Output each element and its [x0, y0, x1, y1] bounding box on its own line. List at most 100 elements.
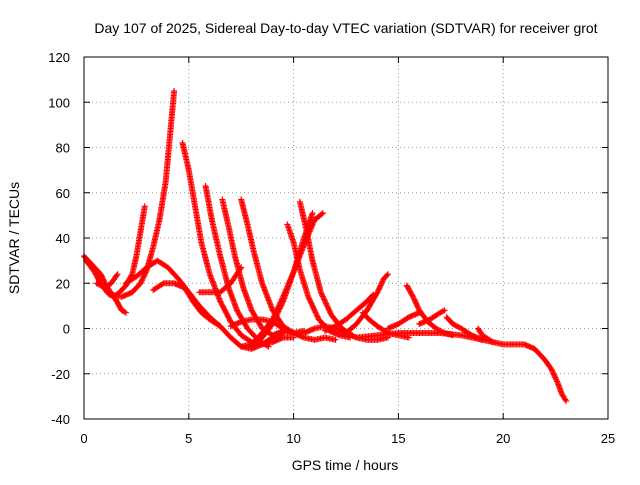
- data-point: [222, 309, 229, 316]
- data-point: [414, 303, 421, 310]
- series-arc-18: [322, 291, 377, 334]
- data-point: [413, 301, 420, 308]
- data-point: [121, 308, 128, 315]
- series-arc-22: [403, 282, 456, 339]
- data-point: [412, 299, 419, 306]
- data-point: [554, 378, 561, 385]
- data-point: [376, 283, 383, 290]
- data-point: [217, 298, 224, 305]
- data-point: [409, 292, 416, 299]
- data-point: [377, 282, 384, 289]
- x-tick-label: 25: [601, 431, 615, 446]
- data-point: [219, 302, 226, 309]
- y-tick-label: 0: [63, 322, 70, 337]
- data-point: [215, 322, 222, 329]
- data-point: [383, 272, 390, 279]
- series-arc-21: [384, 309, 423, 332]
- data-point: [122, 309, 129, 316]
- y-tick-label: 80: [56, 141, 70, 156]
- data-point: [375, 287, 382, 294]
- data-point: [562, 396, 569, 403]
- x-axis-label: GPS time / hours: [292, 457, 399, 473]
- series-arc-16: [227, 316, 339, 343]
- data-point: [222, 307, 229, 314]
- data-point: [551, 373, 558, 380]
- data-point: [488, 338, 495, 345]
- data-point: [410, 293, 417, 300]
- data-point: [114, 271, 121, 278]
- data-point: [375, 286, 382, 293]
- data-point: [549, 368, 556, 375]
- x-tick-label: 15: [391, 431, 405, 446]
- data-point: [548, 366, 555, 373]
- data-point: [171, 87, 178, 94]
- data-point: [140, 273, 147, 280]
- data-points: [81, 87, 570, 404]
- data-point: [378, 279, 385, 286]
- data-point: [220, 305, 227, 312]
- data-point: [264, 342, 271, 349]
- data-point: [411, 296, 418, 303]
- data-point: [223, 310, 230, 317]
- data-point: [218, 301, 225, 308]
- data-point: [113, 272, 120, 279]
- data-point: [378, 281, 385, 288]
- data-point: [141, 272, 148, 279]
- data-point: [440, 308, 447, 315]
- data-point: [225, 314, 232, 321]
- data-point: [265, 343, 272, 350]
- data-point: [220, 303, 227, 310]
- data-point: [549, 367, 556, 374]
- y-axis-label: SDTVAR / TECUs: [6, 182, 22, 294]
- data-point: [139, 276, 146, 283]
- data-point: [550, 370, 557, 377]
- data-point: [138, 278, 145, 285]
- data-point: [224, 311, 231, 318]
- x-tick-label: 20: [496, 431, 510, 446]
- series-arc-3: [93, 271, 121, 291]
- data-point: [410, 295, 417, 302]
- data-point: [415, 304, 422, 311]
- series-arc-24: [416, 307, 448, 327]
- data-point: [550, 371, 557, 378]
- grid: [84, 57, 608, 419]
- data-point: [563, 397, 570, 404]
- data-point: [221, 306, 228, 313]
- data-point: [411, 297, 418, 304]
- x-tick-label: 0: [80, 431, 87, 446]
- data-point: [159, 281, 166, 288]
- data-point: [138, 277, 145, 284]
- y-tick-label: -20: [51, 367, 70, 382]
- series-arc-26: [475, 325, 570, 404]
- data-point: [373, 290, 380, 297]
- plot-border: [83, 56, 609, 420]
- data-point: [376, 285, 383, 292]
- y-tick-label: 100: [48, 95, 70, 110]
- chart-title: Day 107 of 2025, Sidereal Day-to-day VTE…: [94, 20, 597, 36]
- data-point: [384, 271, 391, 278]
- data-point: [552, 374, 559, 381]
- x-tick-label: 10: [286, 431, 300, 446]
- data-point: [553, 377, 560, 384]
- series-arc-6: [150, 280, 224, 330]
- data-point: [217, 323, 224, 330]
- data-point: [318, 211, 325, 218]
- data-point: [379, 278, 386, 285]
- series-arc-9: [196, 264, 245, 296]
- data-point: [137, 280, 144, 287]
- data-point: [226, 315, 233, 322]
- y-tick-label: 20: [56, 276, 70, 291]
- data-point: [141, 203, 148, 210]
- data-point: [224, 313, 231, 320]
- y-tick-label: 120: [48, 50, 70, 65]
- y-tick-label: 40: [56, 231, 70, 246]
- data-point: [140, 274, 147, 281]
- data-point: [217, 299, 224, 306]
- data-point: [413, 300, 420, 307]
- data-point: [441, 307, 448, 314]
- series-arc-23: [353, 330, 486, 343]
- data-point: [309, 210, 316, 217]
- y-tick-label: 60: [56, 186, 70, 201]
